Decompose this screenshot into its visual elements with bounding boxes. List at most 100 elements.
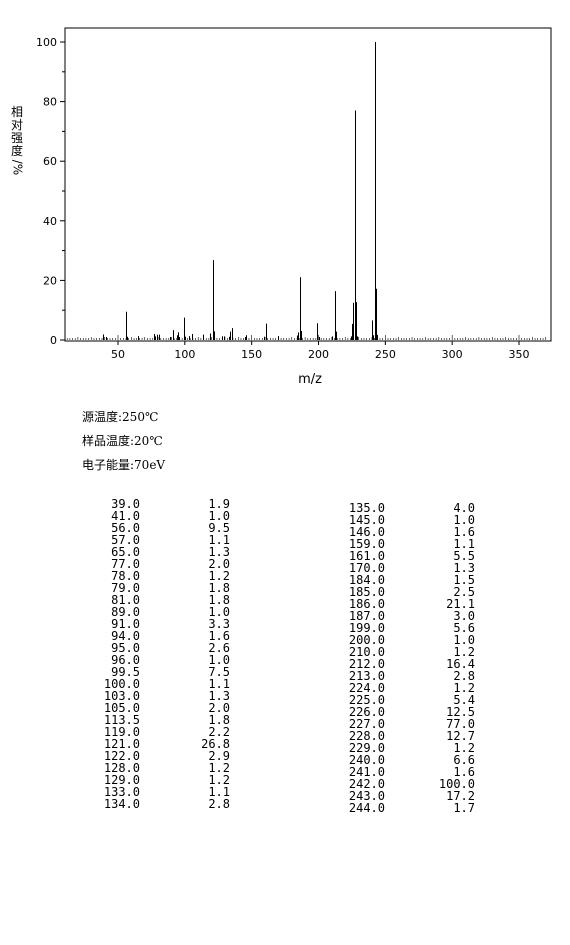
x-tick-label: 50 <box>111 348 125 361</box>
peak-mz: 242.0 <box>348 777 385 791</box>
peak-mz: 210.0 <box>348 645 385 659</box>
peak-abundance: 17.2 <box>446 789 475 803</box>
peak-abundance: 1.8 <box>208 581 230 595</box>
peak-abundance: 2.0 <box>208 557 230 571</box>
peak-mz: 240.0 <box>348 753 385 767</box>
peak-abundance: 1.1 <box>208 677 230 691</box>
peak-mz: 170.0 <box>348 561 385 575</box>
peak-mz: 121.0 <box>103 737 140 751</box>
peak-mz: 113.5 <box>103 713 140 727</box>
peak-mz: 145.0 <box>348 513 385 527</box>
peak-mz: 199.0 <box>348 621 385 635</box>
x-axis: 50 100 150 200 250 300 350 <box>111 341 530 361</box>
peak-abundance: 1.2 <box>208 761 230 775</box>
peak-mz: 229.0 <box>348 741 385 755</box>
peak-abundance: 2.6 <box>208 641 230 655</box>
peak-abundance: 1.8 <box>208 713 230 727</box>
peak-abundance: 21.1 <box>446 597 475 611</box>
peak-mz: 135.0 <box>348 501 385 515</box>
y-tick-label: 80 <box>43 96 57 109</box>
peak-mz: 119.0 <box>103 725 140 739</box>
peak-abundance: 2.0 <box>208 701 230 715</box>
peak-mz: 187.0 <box>348 609 385 623</box>
peak-mz: 225.0 <box>348 693 385 707</box>
peak-mz: 100.0 <box>103 677 140 691</box>
mass-spectrum-chart: 50 100 150 200 250 300 350 0 20 40 60 80 100 m/z <box>36 27 552 387</box>
peak-abundance: 5.6 <box>453 621 475 635</box>
peak-abundance: 6.6 <box>453 753 475 767</box>
peak-mz: 95.0 <box>111 641 140 655</box>
peak-mz: 77.0 <box>111 557 140 571</box>
peak-abundance: 9.5 <box>208 521 230 535</box>
sample-temperature: 样品温度:20℃ <box>82 434 163 448</box>
peak-mz: 134.0 <box>103 797 140 811</box>
peak-bars <box>103 42 378 340</box>
peak-abundance: 1.2 <box>453 741 475 755</box>
y-tick-label: 60 <box>43 155 57 168</box>
instrument-conditions: 源温度:250℃ 样品温度:20℃ 电子能量:70eV <box>82 408 165 480</box>
x-tick-label: 300 <box>442 348 463 361</box>
peak-mz: 91.0 <box>111 617 140 631</box>
peak-mz: 227.0 <box>348 717 385 731</box>
peak-mz: 185.0 <box>348 585 385 599</box>
peak-abundance: 12.7 <box>446 729 475 743</box>
peak-mz: 57.0 <box>111 533 140 547</box>
peak-mz: 161.0 <box>348 549 385 563</box>
peak-abundance: 1.0 <box>208 509 230 523</box>
y-axis-title: 相对强度/% <box>10 105 25 176</box>
y-tick-label: 40 <box>43 215 57 228</box>
peak-abundance: 1.0 <box>453 633 475 647</box>
y-axis: 0 20 40 60 80 100 <box>36 36 65 347</box>
peak-mz: 224.0 <box>348 681 385 695</box>
peak-abundance: 1.9 <box>208 497 230 511</box>
peak-mz: 122.0 <box>103 749 140 763</box>
peak-mz: 159.0 <box>348 537 385 551</box>
peak-abundance: 77.0 <box>446 717 475 731</box>
peak-mz: 105.0 <box>103 701 140 715</box>
peak-abundance: 16.4 <box>446 657 475 671</box>
peak-mz: 184.0 <box>348 573 385 587</box>
peak-mz: 200.0 <box>348 633 385 647</box>
peak-mz: 39.0 <box>111 497 140 511</box>
peak-mz: 56.0 <box>111 521 140 535</box>
peak-mz: 146.0 <box>348 525 385 539</box>
peak-abundance: 1.2 <box>208 773 230 787</box>
y-tick-label: 0 <box>50 334 57 347</box>
peak-mz: 128.0 <box>103 761 140 775</box>
x-tick-label: 350 <box>509 348 530 361</box>
peak-mz: 213.0 <box>348 669 385 683</box>
peak-abundance: 1.0 <box>208 605 230 619</box>
peak-abundance: 5.5 <box>453 549 475 563</box>
peak-mz: 241.0 <box>348 765 385 779</box>
peak-abundance: 2.8 <box>453 669 475 683</box>
peak-mz: 244.0 <box>348 801 385 815</box>
peak-mz: 243.0 <box>348 789 385 803</box>
peak-abundance: 26.8 <box>201 737 230 751</box>
source-temperature: 源温度:250℃ <box>82 410 159 424</box>
peak-abundance: 1.3 <box>208 689 230 703</box>
y-tick-label: 20 <box>43 274 57 287</box>
peak-abundance: 1.3 <box>208 545 230 559</box>
peak-mz: 96.0 <box>111 653 140 667</box>
x-tick-label: 100 <box>174 348 195 361</box>
peak-mz: 99.5 <box>111 665 140 679</box>
peak-abundance: 5.4 <box>453 693 475 707</box>
plot-frame <box>64 27 552 342</box>
peak-mz: 65.0 <box>111 545 140 559</box>
peak-abundance: 1.1 <box>453 537 475 551</box>
peak-abundance: 1.1 <box>208 533 230 547</box>
peak-abundance: 7.5 <box>208 665 230 679</box>
peak-abundance: 1.5 <box>453 573 475 587</box>
peak-abundance: 2.8 <box>208 797 230 811</box>
peak-abundance: 12.5 <box>446 705 475 719</box>
x-tick-label: 150 <box>241 348 262 361</box>
peak-mz: 89.0 <box>111 605 140 619</box>
peak-mz: 79.0 <box>111 581 140 595</box>
peak-mz: 94.0 <box>111 629 140 643</box>
peak-mz: 129.0 <box>103 773 140 787</box>
peak-mz: 133.0 <box>103 785 140 799</box>
peak-abundance: 3.3 <box>208 617 230 631</box>
peak-abundance: 2.5 <box>453 585 475 599</box>
peak-mz: 103.0 <box>103 689 140 703</box>
peak-abundance: 2.9 <box>208 749 230 763</box>
